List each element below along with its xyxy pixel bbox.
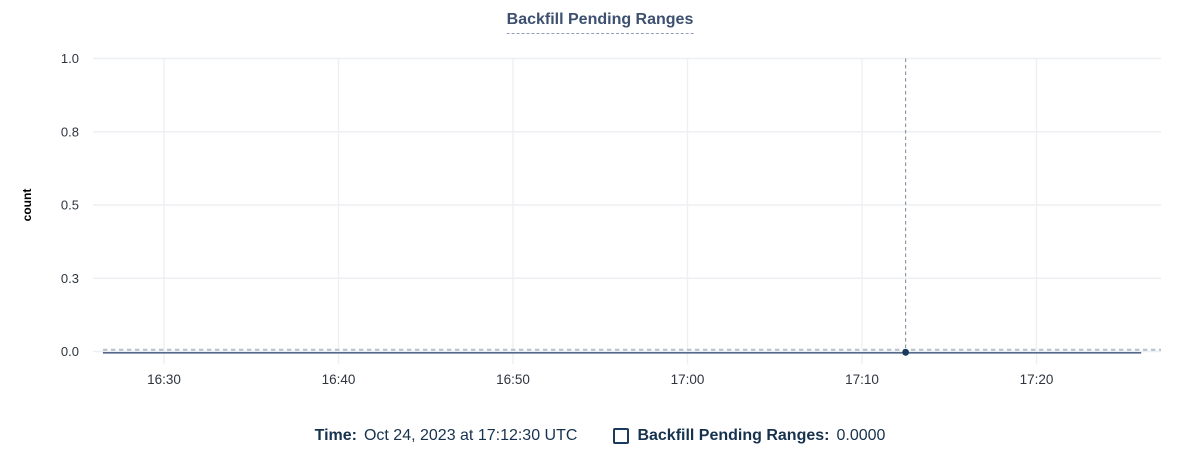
y-tick-label: 0.0 bbox=[61, 344, 79, 359]
y-tick-label: 0.3 bbox=[61, 271, 79, 286]
legend-series-value: 0.0000 bbox=[836, 427, 886, 444]
y-tick-label: 0.5 bbox=[61, 198, 79, 213]
y-tick-label: 1.0 bbox=[61, 51, 79, 66]
chart-hover-legend: Time: Oct 24, 2023 at 17:12:30 UTC Backf… bbox=[0, 424, 1200, 448]
y-axis-label: count bbox=[20, 189, 34, 222]
chart-canvas[interactable]: 1.0 0.8 0.5 0.3 0.0 16:30 16:40 16:50 17:00 17:10… bbox=[0, 0, 1200, 410]
x-tick-label: 16:40 bbox=[322, 372, 356, 387]
x-tick-label: 16:50 bbox=[496, 372, 530, 387]
series-toggle-checkbox[interactable] bbox=[613, 428, 630, 444]
x-tick-label: 17:20 bbox=[1020, 372, 1054, 387]
legend-time-group: Time: Oct 24, 2023 at 17:12:30 UTC bbox=[315, 427, 578, 445]
x-tick-label: 16:30 bbox=[147, 372, 181, 387]
legend-series-group: Backfill Pending Ranges: 0.0000 bbox=[613, 427, 885, 445]
legend-time-label: Time: bbox=[314, 427, 357, 444]
legend-series-label: Backfill Pending Ranges: bbox=[637, 427, 830, 444]
x-tick-label: 17:10 bbox=[845, 372, 879, 387]
hover-point-marker bbox=[902, 348, 910, 356]
y-tick-label: 0.8 bbox=[61, 124, 79, 139]
x-tick-label: 17:00 bbox=[671, 372, 705, 387]
legend-time-value: Oct 24, 2023 at 17:12:30 UTC bbox=[363, 427, 578, 444]
chart-title[interactable]: Backfill Pending Ranges bbox=[506, 11, 694, 34]
